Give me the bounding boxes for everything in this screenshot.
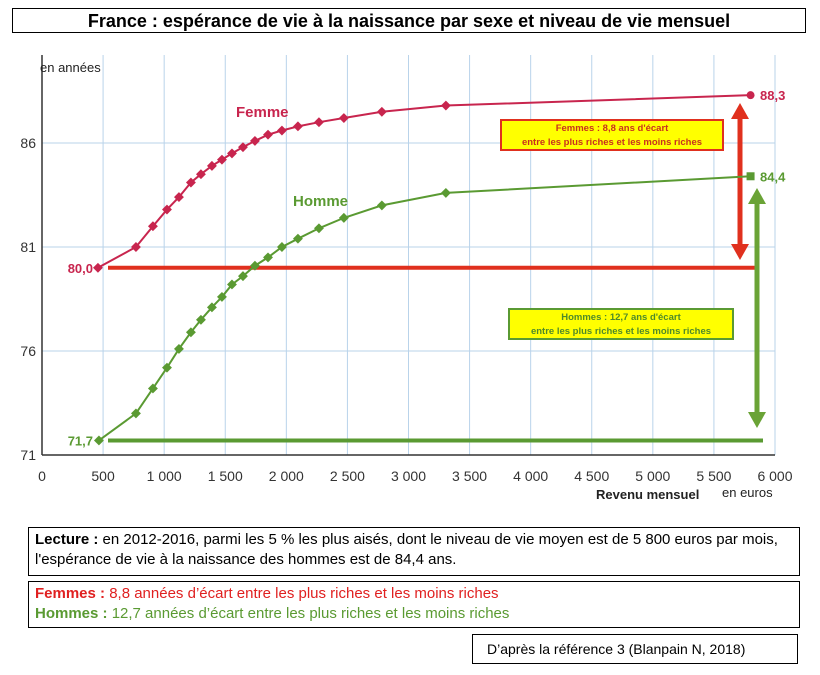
- data-point-homme: [195, 314, 206, 325]
- y-axis-label: en années: [40, 60, 101, 75]
- data-point-homme: [147, 383, 158, 394]
- data-point-femme: [292, 121, 303, 132]
- y-tick-label: 86: [20, 135, 36, 151]
- data-point-femme: [147, 221, 158, 232]
- data-point-femme: [314, 117, 324, 128]
- x-tick-label: 1 500: [208, 468, 243, 484]
- data-point-homme: [173, 343, 184, 354]
- x-axis-label: Revenu mensuel: [596, 487, 699, 502]
- data-point-homme: [130, 408, 141, 419]
- series-label-homme: Homme: [293, 193, 348, 210]
- x-tick-label: 4 000: [513, 468, 548, 484]
- x-tick-label: 500: [91, 468, 115, 484]
- lecture-label: Lecture :: [35, 531, 99, 548]
- data-point-homme: [238, 271, 248, 282]
- homme-max-label: 84,4: [760, 169, 786, 184]
- data-point-femme: [238, 142, 248, 153]
- data-point-femme: [217, 154, 227, 165]
- y-tick-label: 71: [20, 447, 36, 463]
- data-point-homme: [314, 223, 324, 234]
- data-point-homme: [292, 233, 303, 244]
- x-tick-label: 3 500: [452, 468, 487, 484]
- data-point-homme: [440, 187, 451, 198]
- data-point-homme: [217, 291, 227, 302]
- femme-max-label: 88,3: [760, 88, 785, 103]
- femmes-text: 8,8 années d’écart entre les plus riches…: [105, 585, 499, 602]
- x-tick-label: 1 000: [147, 468, 182, 484]
- femmes-label: Femmes :: [35, 585, 106, 602]
- series-label-femme: Femme: [236, 104, 289, 121]
- data-point-homme: [249, 260, 260, 271]
- x-tick-label: 5 500: [696, 468, 731, 484]
- femme-min-label: 80,0: [68, 261, 93, 276]
- data-point-femme: [185, 177, 196, 188]
- homme-gap-arrow-head-down: [748, 412, 766, 428]
- homme-gap-line1: Hommes : 12,7 ans d'écart: [561, 312, 681, 323]
- x-tick-label: 6 000: [757, 468, 792, 484]
- femme-gap-line1: Femmes : 8,8 ans d'écart: [555, 123, 669, 134]
- data-point-femme: [376, 106, 387, 117]
- data-point-homme: [227, 279, 237, 290]
- x-tick-label: 5 000: [635, 468, 670, 484]
- data-point-femme: [162, 204, 172, 215]
- data-point-homme: [276, 242, 287, 252]
- x-tick-label: 4 500: [574, 468, 609, 484]
- data-point-femme: [746, 91, 755, 100]
- homme-gap-annotation: Hommes : 12,7 ans d'écart entre les plus…: [508, 308, 734, 340]
- y-tick-label: 76: [20, 343, 36, 359]
- x-tick-label: 0: [38, 468, 46, 484]
- x-tick-label: 3 000: [391, 468, 426, 484]
- data-point-homme: [185, 327, 196, 338]
- x-tick-label: 2 000: [269, 468, 304, 484]
- data-point-homme: [206, 302, 217, 313]
- x-tick-label: 2 500: [330, 468, 365, 484]
- data-point-femme: [276, 125, 287, 136]
- femme-gap-annotation: Femmes : 8,8 ans d'écart entre les plus …: [500, 119, 724, 151]
- lecture-box: Lecture : en 2012-2016, parmi les 5 % le…: [28, 527, 800, 576]
- femme-gap-line2: entre les plus riches et les moins riche…: [521, 137, 703, 148]
- y-tick-label: 81: [20, 239, 36, 255]
- series-line-homme: [98, 175, 751, 442]
- data-point-homme: [162, 362, 172, 373]
- data-point-homme: [746, 172, 755, 181]
- homme-min-label: 71,7: [68, 433, 93, 448]
- data-point-femme: [93, 262, 103, 273]
- homme-gap-arrow-head-up: [748, 188, 766, 204]
- data-point-femme: [130, 242, 141, 252]
- data-point-femme: [195, 169, 206, 180]
- hommes-text: 12,7 années d’écart entre les plus riche…: [107, 605, 510, 622]
- hommes-label: Hommes :: [35, 605, 108, 622]
- chart: 0 500 1 000 1 500 2 000 2 500 3 000 3 500 4 000 4…: [20, 55, 793, 502]
- homme-gap-line2: entre les plus riches et les moins riche…: [530, 326, 712, 337]
- femme-gap-arrow-head-up: [731, 103, 749, 119]
- data-point-femme: [227, 148, 237, 159]
- chart-title: France : espérance de vie à la naissance…: [12, 8, 806, 33]
- data-point-femme: [263, 129, 273, 140]
- summary-box: Femmes : 8,8 années d’écart entre les pl…: [28, 581, 800, 628]
- lecture-text: en 2012-2016, parmi les 5 % les plus ais…: [35, 531, 778, 568]
- x-axis-unit: en euros: [722, 485, 773, 500]
- data-point-homme: [338, 212, 349, 223]
- data-point-femme: [249, 135, 260, 146]
- data-point-femme: [206, 160, 217, 171]
- data-point-homme: [263, 252, 273, 263]
- data-point-homme: [376, 200, 387, 211]
- data-point-femme: [173, 192, 184, 203]
- data-point-femme: [440, 100, 451, 111]
- femme-gap-arrow-head-down: [731, 244, 749, 260]
- source-box: D’après la référence 3 (Blanpain N, 2018…: [472, 634, 798, 664]
